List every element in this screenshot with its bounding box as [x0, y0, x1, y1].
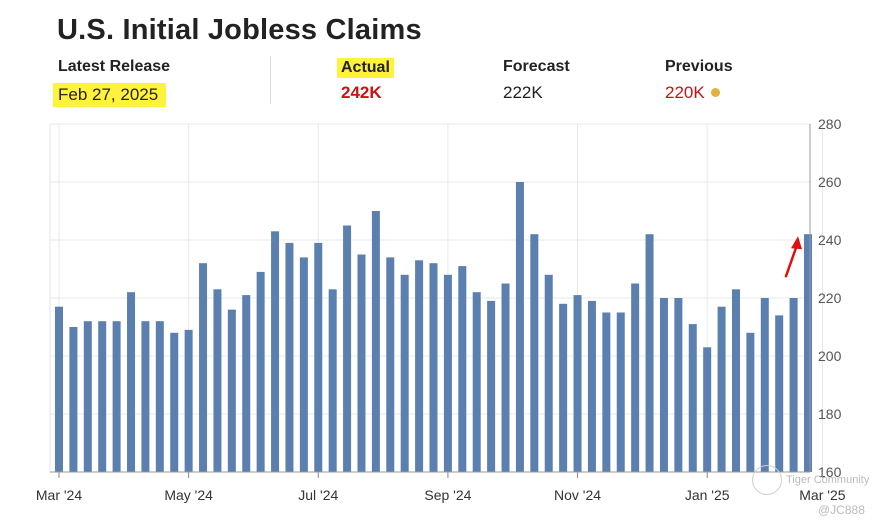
bar — [170, 332, 179, 472]
bar — [213, 289, 222, 472]
x-tick-label: May '24 — [164, 487, 213, 503]
bar — [83, 321, 92, 472]
bar — [155, 321, 164, 472]
x-tick-label: Mar '24 — [36, 487, 82, 503]
bar — [746, 332, 755, 472]
watermark-logo-icon — [752, 465, 782, 495]
bar — [299, 257, 308, 472]
watermark-handle: @JC888 — [818, 503, 865, 517]
x-tick-label: Jan '25 — [685, 487, 730, 503]
axis-layer: 160 180 200 220 240 260 280 Mar '24 May '24 Jul '… — [36, 116, 846, 503]
watermark-brand: Tiger Community — [786, 474, 870, 486]
bar — [775, 315, 784, 472]
page-title: U.S. Initial Jobless Claims — [57, 14, 422, 46]
bar — [501, 283, 510, 472]
bar — [184, 329, 193, 472]
bar — [443, 274, 452, 472]
bar — [199, 263, 208, 472]
x-tick-label: Mar '25 — [799, 487, 845, 503]
bar — [55, 306, 63, 472]
x-tick-label: Nov '24 — [554, 487, 601, 503]
bar — [760, 298, 769, 472]
bar — [69, 327, 78, 472]
previous-label: Previous — [665, 58, 733, 75]
annotation-layer — [784, 236, 802, 278]
x-tick-label: Jul '24 — [298, 487, 338, 503]
y-tick-label: 280 — [818, 116, 842, 132]
bar — [717, 306, 726, 472]
bar — [415, 260, 424, 472]
y-tick-label: 260 — [818, 174, 842, 190]
bar — [688, 324, 697, 472]
bars-layer — [55, 182, 812, 472]
bar — [314, 242, 323, 472]
bar — [631, 283, 640, 472]
y-tick-label: 160 — [818, 464, 842, 480]
bar — [515, 182, 524, 472]
bar — [804, 234, 812, 472]
bar — [242, 295, 251, 472]
bar — [559, 303, 568, 472]
bar — [573, 295, 582, 472]
bar — [386, 257, 395, 472]
bar — [602, 312, 611, 472]
bar — [112, 321, 121, 472]
bar — [487, 300, 496, 472]
bar — [343, 225, 352, 472]
y-tick-label: 220 — [818, 290, 842, 306]
actual-value: 242K — [341, 83, 382, 102]
latest-release-value: Feb 27, 2025 — [53, 83, 167, 107]
bar — [285, 242, 294, 472]
latest-release-label: Latest Release — [58, 58, 171, 75]
bar — [400, 274, 409, 472]
bar — [141, 321, 150, 472]
bar — [371, 211, 380, 472]
bar — [227, 309, 236, 472]
bar — [674, 298, 683, 472]
bar — [328, 289, 337, 472]
bar — [256, 271, 265, 472]
bar — [659, 298, 668, 472]
bar — [587, 300, 596, 472]
bar — [789, 298, 798, 472]
forecast-value: 222K — [503, 83, 543, 102]
bar — [731, 289, 740, 472]
previous-dot-icon — [710, 88, 720, 98]
actual-label: Actual — [337, 58, 394, 78]
bar — [458, 266, 467, 472]
forecast-label: Forecast — [503, 58, 570, 75]
previous-value: 220K — [665, 83, 705, 102]
bar — [544, 274, 553, 472]
y-tick-label: 240 — [818, 232, 842, 248]
arrow-head-icon — [791, 236, 802, 250]
bar — [271, 231, 280, 472]
bar — [127, 292, 136, 472]
bar — [703, 347, 712, 472]
bar — [645, 234, 654, 472]
bar — [616, 312, 625, 472]
x-tick-label: Sep '24 — [424, 487, 471, 503]
bar — [429, 263, 438, 472]
header-divider — [270, 56, 271, 104]
bar — [98, 321, 107, 472]
y-tick-label: 200 — [818, 348, 842, 364]
bar — [472, 292, 481, 472]
previous-value-wrap: 220K — [665, 83, 720, 103]
bar — [530, 234, 539, 472]
bar — [357, 254, 366, 472]
y-tick-label: 180 — [818, 406, 842, 422]
